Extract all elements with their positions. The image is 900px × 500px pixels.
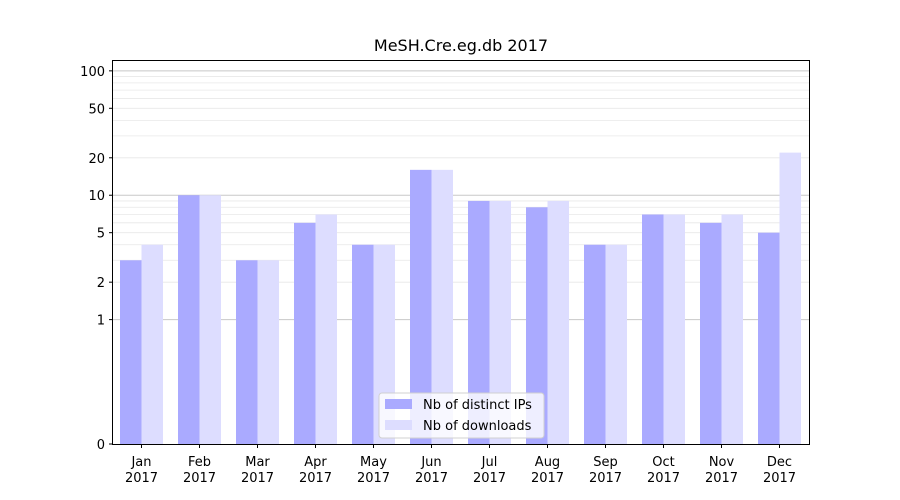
y-tick-label: 5 [97,227,105,242]
x-axis: Jan2017Feb2017Mar2017Apr2017May2017Jun20… [125,444,796,486]
bar-distinct-ips [236,260,258,444]
x-tick-label: Jun [420,455,441,470]
bar-distinct-ips [178,195,200,444]
x-tick-label: 2017 [357,471,390,486]
y-tick-label: 50 [88,102,105,117]
bar-distinct-ips [352,244,374,444]
bar-downloads [431,169,453,444]
bar-distinct-ips [120,260,142,444]
y-tick-label: 0 [97,438,105,453]
x-tick-label: Nov [709,455,735,470]
bar-distinct-ips [526,207,548,444]
bar-downloads [605,244,627,444]
x-tick-label: Apr [304,455,327,470]
x-tick-label: 2017 [589,471,622,486]
x-tick-label: 2017 [241,471,274,486]
y-tick-label: 1 [97,314,105,329]
x-tick-label: 2017 [415,471,448,486]
x-tick-label: 2017 [647,471,680,486]
x-tick-label: 2017 [299,471,332,486]
x-tick-label: 2017 [183,471,216,486]
x-tick-label: 2017 [473,471,506,486]
legend-swatch [385,420,412,430]
bar-distinct-ips [642,214,664,444]
bar-distinct-ips [468,200,490,444]
bar-distinct-ips [758,232,780,444]
legend-swatch [385,399,412,409]
x-tick-label: 2017 [705,471,738,486]
legend-label: Nb of downloads [423,419,532,434]
legend-box [378,392,545,439]
x-tick-label: Feb [188,455,211,470]
x-tick-label: Dec [767,455,792,470]
y-axis: 0 1 2 5 10 20 50 100 [80,65,113,453]
x-tick-label: 2017 [125,471,158,486]
bar-distinct-ips [700,222,722,444]
x-tick-label: Oct [652,455,674,470]
grid-layer [113,70,809,321]
bar-distinct-ips [584,244,606,444]
bar-downloads [315,214,337,444]
x-tick-label: Jul [481,455,498,470]
bar-downloads [199,195,221,444]
plot-frame [112,60,810,445]
bars-layer [120,152,801,445]
bar-distinct-ips [410,169,432,444]
x-tick-label: 2017 [531,471,564,486]
bar-downloads [663,214,685,444]
y-tick-label: 20 [88,152,105,167]
x-tick-label: 2017 [763,471,796,486]
legend: Nb of distinct IPs Nb of downloads [378,392,545,439]
y-tick-label: 10 [88,189,105,204]
x-tick-label: Aug [535,455,560,470]
legend-label: Nb of distinct IPs [423,398,532,413]
y-tick-label: 100 [80,65,105,80]
bar-downloads [547,200,569,444]
bar-downloads [721,214,743,444]
y-tick-label: 2 [97,276,105,291]
bar-downloads [257,260,279,444]
x-tick-label: Mar [245,455,270,470]
x-tick-label: May [360,455,387,470]
bar-distinct-ips [294,222,316,444]
bar-downloads [489,200,511,444]
chart-title: MeSH.Cre.eg.db 2017 [374,36,548,55]
x-tick-label: Jan [130,455,151,470]
bar-downloads [779,152,801,445]
x-tick-label: Sep [593,455,618,470]
bar-downloads [141,244,163,444]
